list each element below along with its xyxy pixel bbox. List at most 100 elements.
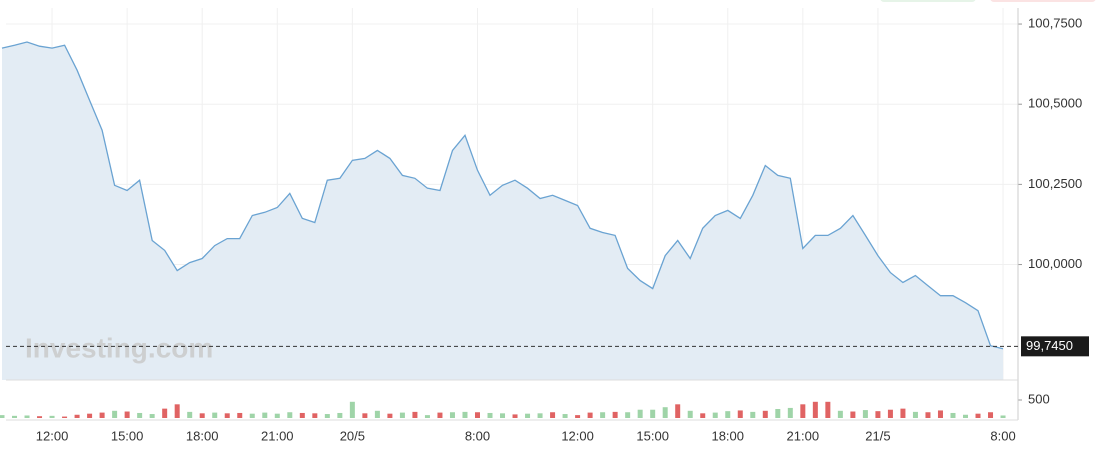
sell-button[interactable] (990, 0, 1096, 2)
volume-bar (988, 412, 994, 418)
volume-bar (324, 414, 330, 418)
volume-bar (274, 413, 280, 418)
volume-bar (587, 412, 593, 418)
x-tick-label: 8:00 (465, 428, 490, 443)
volume-bar (662, 407, 668, 418)
volume-bar (474, 412, 480, 418)
volume-bar (862, 410, 868, 418)
volume-bar (925, 412, 931, 418)
volume-bar (212, 412, 218, 418)
volume-bar (750, 411, 756, 418)
price-line (1, 41, 1004, 350)
volume-bar (49, 415, 55, 418)
volume-bar (712, 412, 718, 418)
volume-bar (562, 414, 568, 418)
volume-bar (1000, 415, 1006, 418)
volume-bar (124, 411, 130, 418)
volume-bar (762, 410, 768, 418)
volume-bar (399, 412, 405, 418)
volume-bar (387, 413, 393, 418)
volume-bar (500, 413, 506, 418)
y-tick-label: 100,5000 (1028, 96, 1082, 111)
volume-bar (37, 416, 43, 418)
volume-bar (412, 411, 418, 418)
x-tick-label: 18:00 (186, 428, 219, 443)
x-tick-label: 21:00 (261, 428, 294, 443)
volume-bar (575, 415, 581, 418)
volume-bar (937, 410, 943, 418)
volume-bar (612, 411, 618, 418)
volume-bar (950, 412, 956, 418)
volume-bar (424, 415, 430, 418)
volume-bar (287, 412, 293, 418)
volume-bar (249, 413, 255, 418)
volume-bar (437, 412, 443, 418)
area-fill (2, 42, 1004, 380)
y-tick-label: 100,0000 (1028, 256, 1082, 271)
volume-bar (812, 401, 818, 418)
volume-bar (850, 411, 856, 418)
volume-bar (62, 416, 68, 418)
x-tick-label: 20/5 (340, 428, 365, 443)
volume-bar (237, 412, 243, 418)
volume-bar (312, 413, 318, 418)
x-tick-label: 15:00 (111, 428, 144, 443)
volume-bar (187, 411, 193, 418)
volume-bar (74, 414, 80, 418)
volume-bar (87, 413, 93, 418)
volume-bar (675, 404, 681, 418)
y-tick-label: 100,2500 (1028, 176, 1082, 191)
volume-bar (900, 408, 906, 418)
x-tick-label: 21/5 (865, 428, 890, 443)
volume-bar (687, 410, 693, 418)
volume-bar (162, 408, 168, 418)
last-price-label: 99,7450 (1026, 338, 1073, 353)
watermark: Investing.com (25, 332, 213, 363)
volume-bar (775, 409, 781, 418)
volume-bar (299, 412, 305, 418)
volume-bar (963, 414, 969, 418)
volume-bar (537, 413, 543, 418)
volume-bar (337, 412, 343, 418)
volume-bar (487, 412, 493, 418)
last-price-box (1021, 336, 1089, 357)
axes: 100,0000 100,2500 100,5000 100,7500 12:00 15:… (6, 8, 1089, 443)
volume-bar (887, 409, 893, 418)
volume-bar (875, 411, 881, 418)
volume-bar (374, 410, 380, 418)
plot (0, 41, 1006, 418)
volume-bar (825, 401, 831, 418)
volume-bar (462, 411, 468, 418)
volume-bar (600, 412, 606, 418)
buy-button[interactable] (880, 0, 976, 2)
volume-bar (149, 414, 155, 418)
volume-bar (174, 404, 180, 418)
volume-bar (449, 412, 455, 418)
volume-bar (700, 413, 706, 418)
x-tick-label: 12:00 (561, 428, 594, 443)
volume-bar (625, 412, 631, 418)
volume-bar (725, 411, 731, 418)
volume-bar (24, 415, 30, 418)
y-tick-label: 100,7500 (1028, 15, 1082, 30)
volume-bar (787, 407, 793, 418)
volume-bar (262, 412, 268, 418)
volume-bar (637, 409, 643, 418)
volume-bar (837, 410, 843, 418)
volume-bar (737, 410, 743, 418)
volume-bar (525, 413, 531, 418)
volume-bar (362, 413, 368, 418)
volume-bar (512, 414, 518, 418)
x-tick-label: 15:00 (636, 428, 669, 443)
x-tick-label: 18:00 (711, 428, 744, 443)
x-tick-label: 21:00 (787, 428, 820, 443)
volume-bar (99, 412, 105, 418)
volume-bar (137, 412, 143, 418)
x-tick-label: 12:00 (36, 428, 69, 443)
volume-bar (800, 404, 806, 418)
volume-bar (112, 410, 118, 418)
x-tick-label: 8:00 (990, 428, 1015, 443)
volume-bar (349, 401, 355, 418)
volume-bar (12, 415, 18, 418)
